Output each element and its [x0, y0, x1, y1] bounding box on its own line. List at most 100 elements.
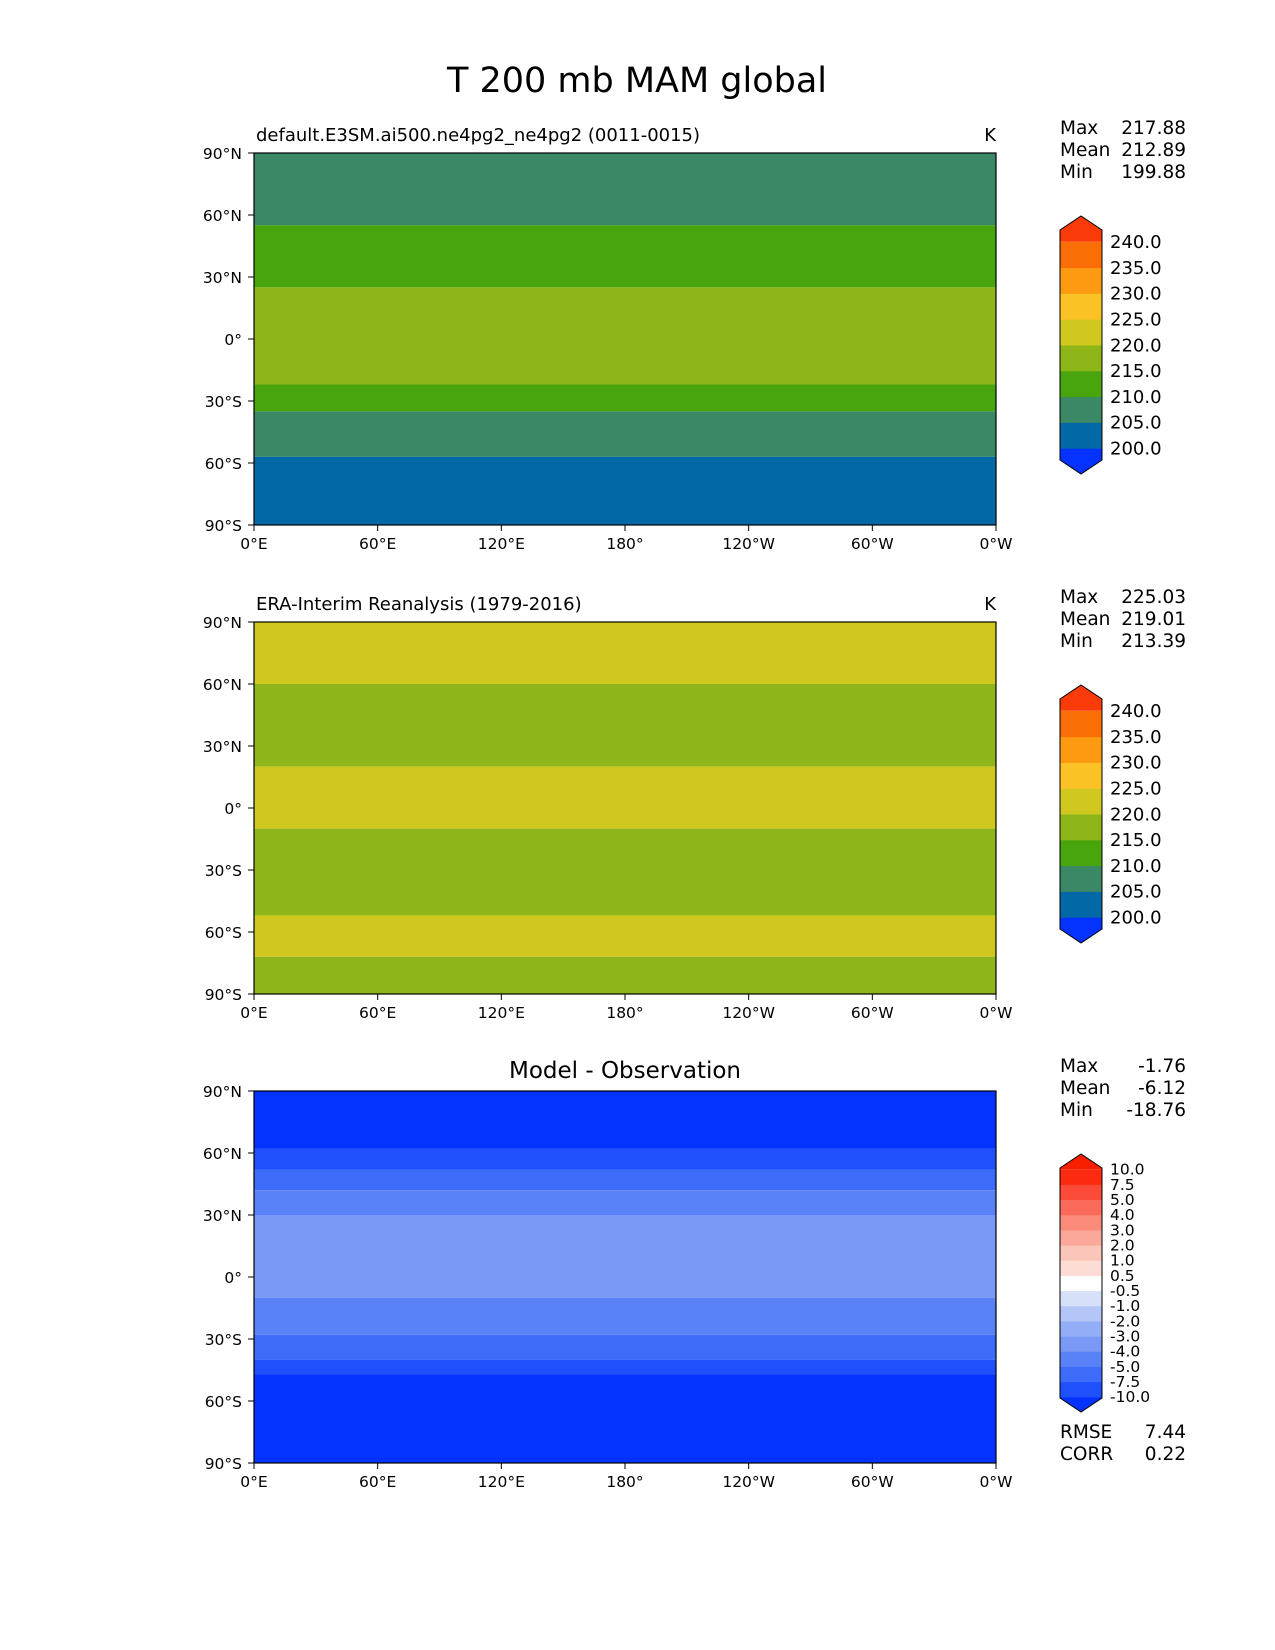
colorbar-label: 200.0	[1110, 439, 1162, 460]
stat-label-min: Min	[1060, 631, 1093, 652]
colorbar-label: 220.0	[1110, 804, 1162, 825]
colorbar-segment	[1060, 396, 1102, 423]
colorbar-label: 235.0	[1110, 258, 1162, 279]
colorbar-label: 200.0	[1110, 908, 1162, 929]
units-label: K	[984, 125, 997, 146]
colorbar-segment	[1060, 1396, 1102, 1412]
stat-label-min: Min	[1060, 162, 1093, 183]
colorbar-label: 10.0	[1110, 1161, 1145, 1179]
colorbar-segment	[1060, 685, 1102, 711]
colorbar-label: 230.0	[1110, 284, 1162, 305]
colorbar-outline	[1059, 215, 1103, 475]
contour-band	[254, 153, 996, 226]
x-tick-label: 120°E	[478, 535, 525, 553]
contour-band	[254, 1334, 996, 1360]
contour-band	[254, 684, 996, 767]
colorbar-segment	[1060, 216, 1102, 242]
colorbar-segment	[1060, 1260, 1102, 1276]
figure-title: T 200 mb MAM global	[446, 61, 827, 101]
y-tick-label: 60°N	[203, 676, 242, 694]
colorbar-segment	[1060, 1381, 1102, 1398]
x-tick-label: 120°W	[722, 1473, 775, 1491]
colorbar-segment	[1060, 1184, 1102, 1201]
stat-value-min: 213.39	[1121, 631, 1186, 652]
corr-label: CORR	[1060, 1444, 1113, 1465]
x-tick-label: 180°	[606, 535, 643, 553]
colorbar-segment	[1060, 1169, 1102, 1185]
colorbar-label: -7.5	[1110, 1373, 1140, 1391]
colorbar-label: -10.0	[1110, 1388, 1150, 1406]
x-tick-label: 60°E	[359, 535, 396, 553]
panel-3: Model - Observation 0°E 60°E 120°E 180° 120°W…	[203, 1056, 1186, 1491]
x-tick-label: 180°	[606, 1473, 643, 1491]
contour-band	[254, 225, 996, 288]
contour-band	[254, 1091, 996, 1149]
panel-1: default.E3SM.ai500.ne4pg2_ne4pg2 (0011-0…	[203, 118, 1186, 553]
colorbar-label: 240.0	[1110, 701, 1162, 722]
stat-label-mean: Mean	[1060, 609, 1110, 630]
colorbar-segment	[1060, 1229, 1102, 1246]
stat-value-min: -18.76	[1126, 1100, 1186, 1121]
colorbar-label: 210.0	[1110, 856, 1162, 877]
x-tick-label: 60°W	[851, 535, 894, 553]
contour-band	[254, 384, 996, 412]
colorbar-label: -3.0	[1110, 1328, 1140, 1346]
contour-band	[254, 1190, 996, 1215]
stat-value-mean: 219.01	[1121, 609, 1186, 630]
contour-band	[254, 411, 996, 457]
colorbar-segment	[1060, 1336, 1102, 1352]
colorbar-segment	[1060, 1351, 1102, 1367]
contour-band	[254, 456, 996, 525]
contour-band	[254, 1297, 996, 1335]
colorbar-label: 215.0	[1110, 361, 1162, 382]
colorbar-segment	[1060, 891, 1102, 918]
stat-value-min: 199.88	[1121, 162, 1186, 183]
colorbar-segment	[1060, 319, 1102, 346]
colorbar-label: -1.0	[1110, 1297, 1140, 1315]
x-tick-label: 60°E	[359, 1473, 396, 1491]
contour-band	[254, 287, 996, 385]
colorbar-label: 7.5	[1110, 1176, 1135, 1194]
contour-band	[254, 622, 996, 684]
colorbar-segment	[1060, 241, 1102, 269]
colorbar-label: 2.0	[1110, 1236, 1135, 1254]
stat-value-mean: -6.12	[1138, 1078, 1186, 1099]
contour-band	[254, 1374, 996, 1463]
y-tick-label: 30°S	[205, 1331, 242, 1349]
x-tick-label: 180°	[606, 1004, 643, 1022]
stat-value-max: -1.76	[1138, 1056, 1186, 1077]
colorbar-label: 210.0	[1110, 387, 1162, 408]
colorbar-label: 4.0	[1110, 1206, 1135, 1224]
stat-label-max: Max	[1060, 587, 1098, 608]
colorbar-segment	[1060, 422, 1102, 449]
colorbar-segment	[1060, 345, 1102, 372]
x-tick-label: 0°W	[980, 535, 1013, 553]
colorbar-label: 240.0	[1110, 232, 1162, 253]
colorbar-segment	[1060, 762, 1102, 789]
colorbar-segment	[1060, 736, 1102, 763]
y-tick-label: 0°	[224, 331, 242, 349]
colorbar-segment	[1060, 710, 1102, 738]
y-tick-label: 90°S	[205, 1455, 242, 1473]
colorbar-segment	[1060, 370, 1102, 398]
rmse-label: RMSE	[1060, 1422, 1112, 1443]
units-label: K	[984, 594, 997, 615]
colorbar-segment	[1060, 1199, 1102, 1216]
colorbar-label: 205.0	[1110, 882, 1162, 903]
colorbar-segment	[1060, 1154, 1102, 1170]
colorbar-segment	[1060, 839, 1102, 867]
panel-2: ERA-Interim Reanalysis (1979-2016) K 0°E 60…	[203, 587, 1186, 1022]
colorbar-label: 1.0	[1110, 1252, 1135, 1270]
x-tick-label: 0°E	[240, 1473, 267, 1491]
panel-title: ERA-Interim Reanalysis (1979-2016)	[256, 594, 582, 615]
x-tick-label: 120°E	[478, 1004, 525, 1022]
stat-label-min: Min	[1060, 1100, 1093, 1121]
colorbar-segment	[1060, 917, 1102, 943]
colorbar-segment	[1060, 1305, 1102, 1322]
contour-band	[254, 766, 996, 829]
colorbar-label: 205.0	[1110, 413, 1162, 434]
colorbar-segment	[1060, 448, 1102, 474]
colorbar-segment	[1060, 865, 1102, 892]
colorbar-label: -5.0	[1110, 1358, 1140, 1376]
x-tick-label: 120°E	[478, 1473, 525, 1491]
